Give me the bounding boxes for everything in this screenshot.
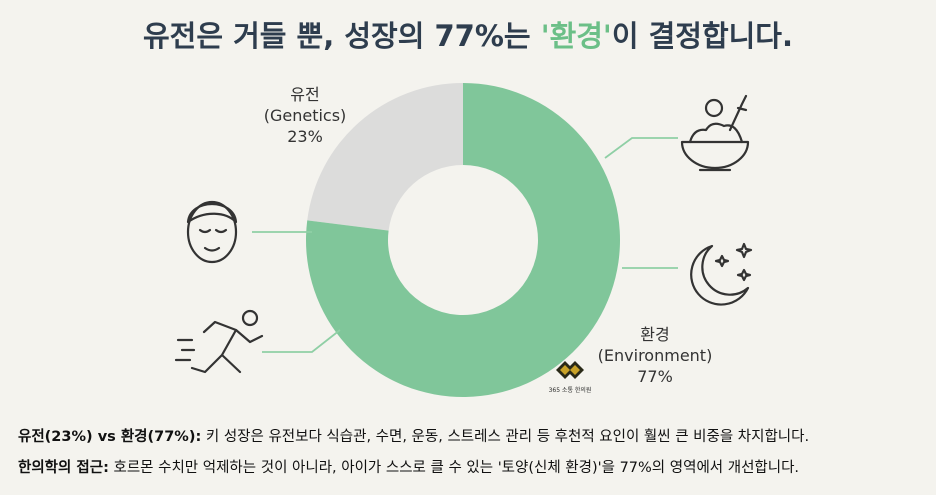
slice-sublabel: (Genetics) <box>264 106 347 125</box>
logo: 365 소통 한의원 <box>549 361 592 394</box>
note-label: 한의학의 접근: <box>18 458 109 476</box>
face-icon <box>186 200 238 264</box>
note-text: 키 성장은 유전보다 식습관, 수면, 운동, 스트레스 관리 등 후천적 요인… <box>201 428 809 445</box>
logo-text: 365 소통 한의원 <box>549 386 592 394</box>
donut-slice <box>306 83 620 397</box>
note: 한의학의 접근: 호르몬 수치만 억제하는 것이 아니라, 아이가 스스로 클 … <box>18 458 799 476</box>
note-label: 유전(23%) vs 환경(77%): <box>18 427 201 445</box>
slice-label: 환경 <box>640 325 669 344</box>
title-part: 유전은 거들 뿐, 성장의 77%는 <box>143 19 541 53</box>
title-highlight: '환경' <box>541 19 612 53</box>
chart-title: 유전은 거들 뿐, 성장의 77%는 '환경'이 결정합니다. <box>143 19 793 53</box>
note-text: 호르몬 수치만 억제하는 것이 아니라, 아이가 스스로 클 수 있는 '토양(… <box>109 459 799 476</box>
value-label: 77% <box>637 367 673 386</box>
slice-label: 유전 <box>290 85 319 104</box>
title-part: 이 결정합니다. <box>612 19 793 53</box>
donut-slice <box>307 83 463 231</box>
moon-icon <box>690 242 753 306</box>
runner-icon <box>174 309 264 374</box>
connector <box>604 137 678 159</box>
slice-sublabel: (Environment) <box>598 346 713 365</box>
logo-mark <box>560 365 580 375</box>
connector <box>262 329 341 353</box>
value-label: 23% <box>287 127 323 146</box>
bowl-icon <box>680 94 750 172</box>
note: 유전(23%) vs 환경(77%): 키 성장은 유전보다 식습관, 수면, … <box>18 427 809 445</box>
